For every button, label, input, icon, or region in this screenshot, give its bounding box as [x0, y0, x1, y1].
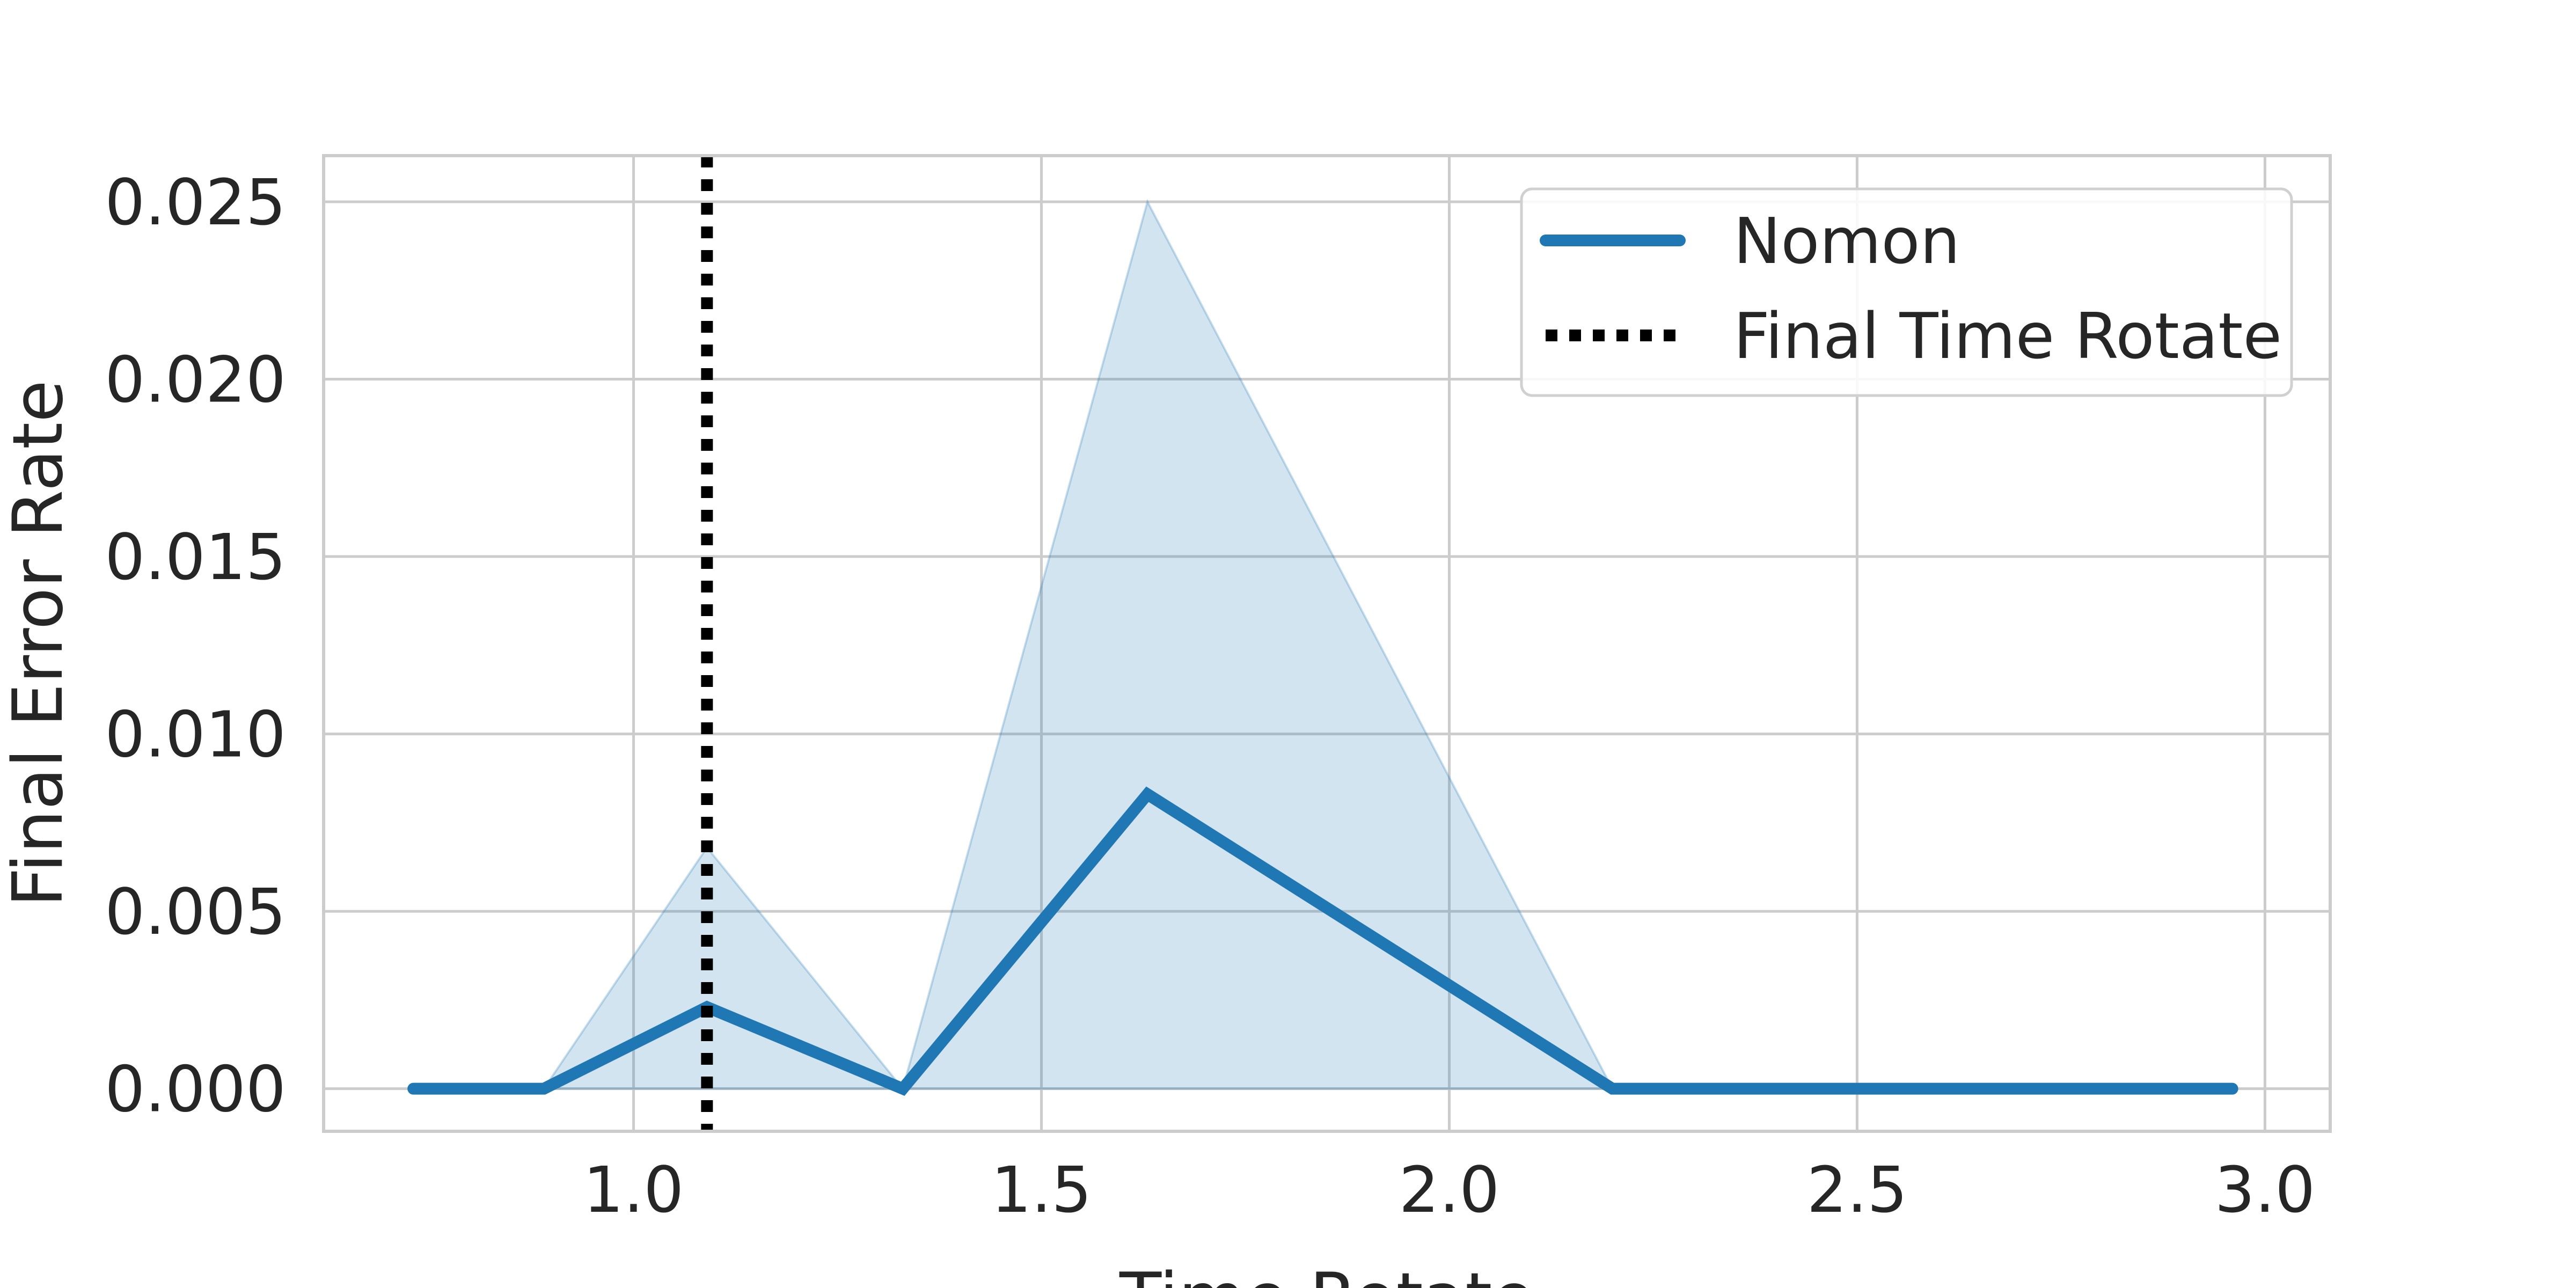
legend-label-final-time-rotate: Final Time Rotate [1733, 299, 2282, 373]
x-tick-label: 1.5 [991, 1153, 1092, 1227]
x-tick-label: 2.0 [1399, 1153, 1500, 1227]
x-axis-label: Time Rotate [1119, 1258, 1534, 1288]
x-tick-labels: 1.0 1.5 2.0 2.5 3.0 [583, 1153, 2316, 1227]
y-tick-label: 0.010 [105, 698, 286, 772]
legend-frame [1520, 187, 2293, 397]
data-point [413, 1088, 414, 1089]
legend-label-nomon: Nomon [1733, 204, 1960, 278]
y-tick-label: 0.005 [105, 875, 286, 949]
series-line-0 [407, 786, 2238, 1096]
data-point [1612, 1088, 1613, 1089]
legend: Nomon Final Time Rotate [1520, 187, 2293, 397]
x-tick-label: 3.0 [2215, 1153, 2316, 1227]
y-tick-label: 0.015 [105, 520, 286, 594]
y-tick-label: 0.000 [105, 1052, 286, 1126]
series-line-layer [407, 786, 2238, 1096]
x-tick-label: 1.0 [583, 1153, 684, 1227]
data-point [2232, 1088, 2233, 1089]
y-tick-label: 0.020 [105, 342, 286, 416]
y-tick-labels: 0.000 0.005 0.010 0.015 0.020 0.025 [105, 165, 286, 1126]
x-tick-label: 2.5 [1807, 1153, 1908, 1227]
y-tick-label: 0.025 [105, 165, 286, 239]
plot-frame [322, 154, 2332, 1133]
y-axis-label: Final Error Rate [0, 380, 78, 907]
